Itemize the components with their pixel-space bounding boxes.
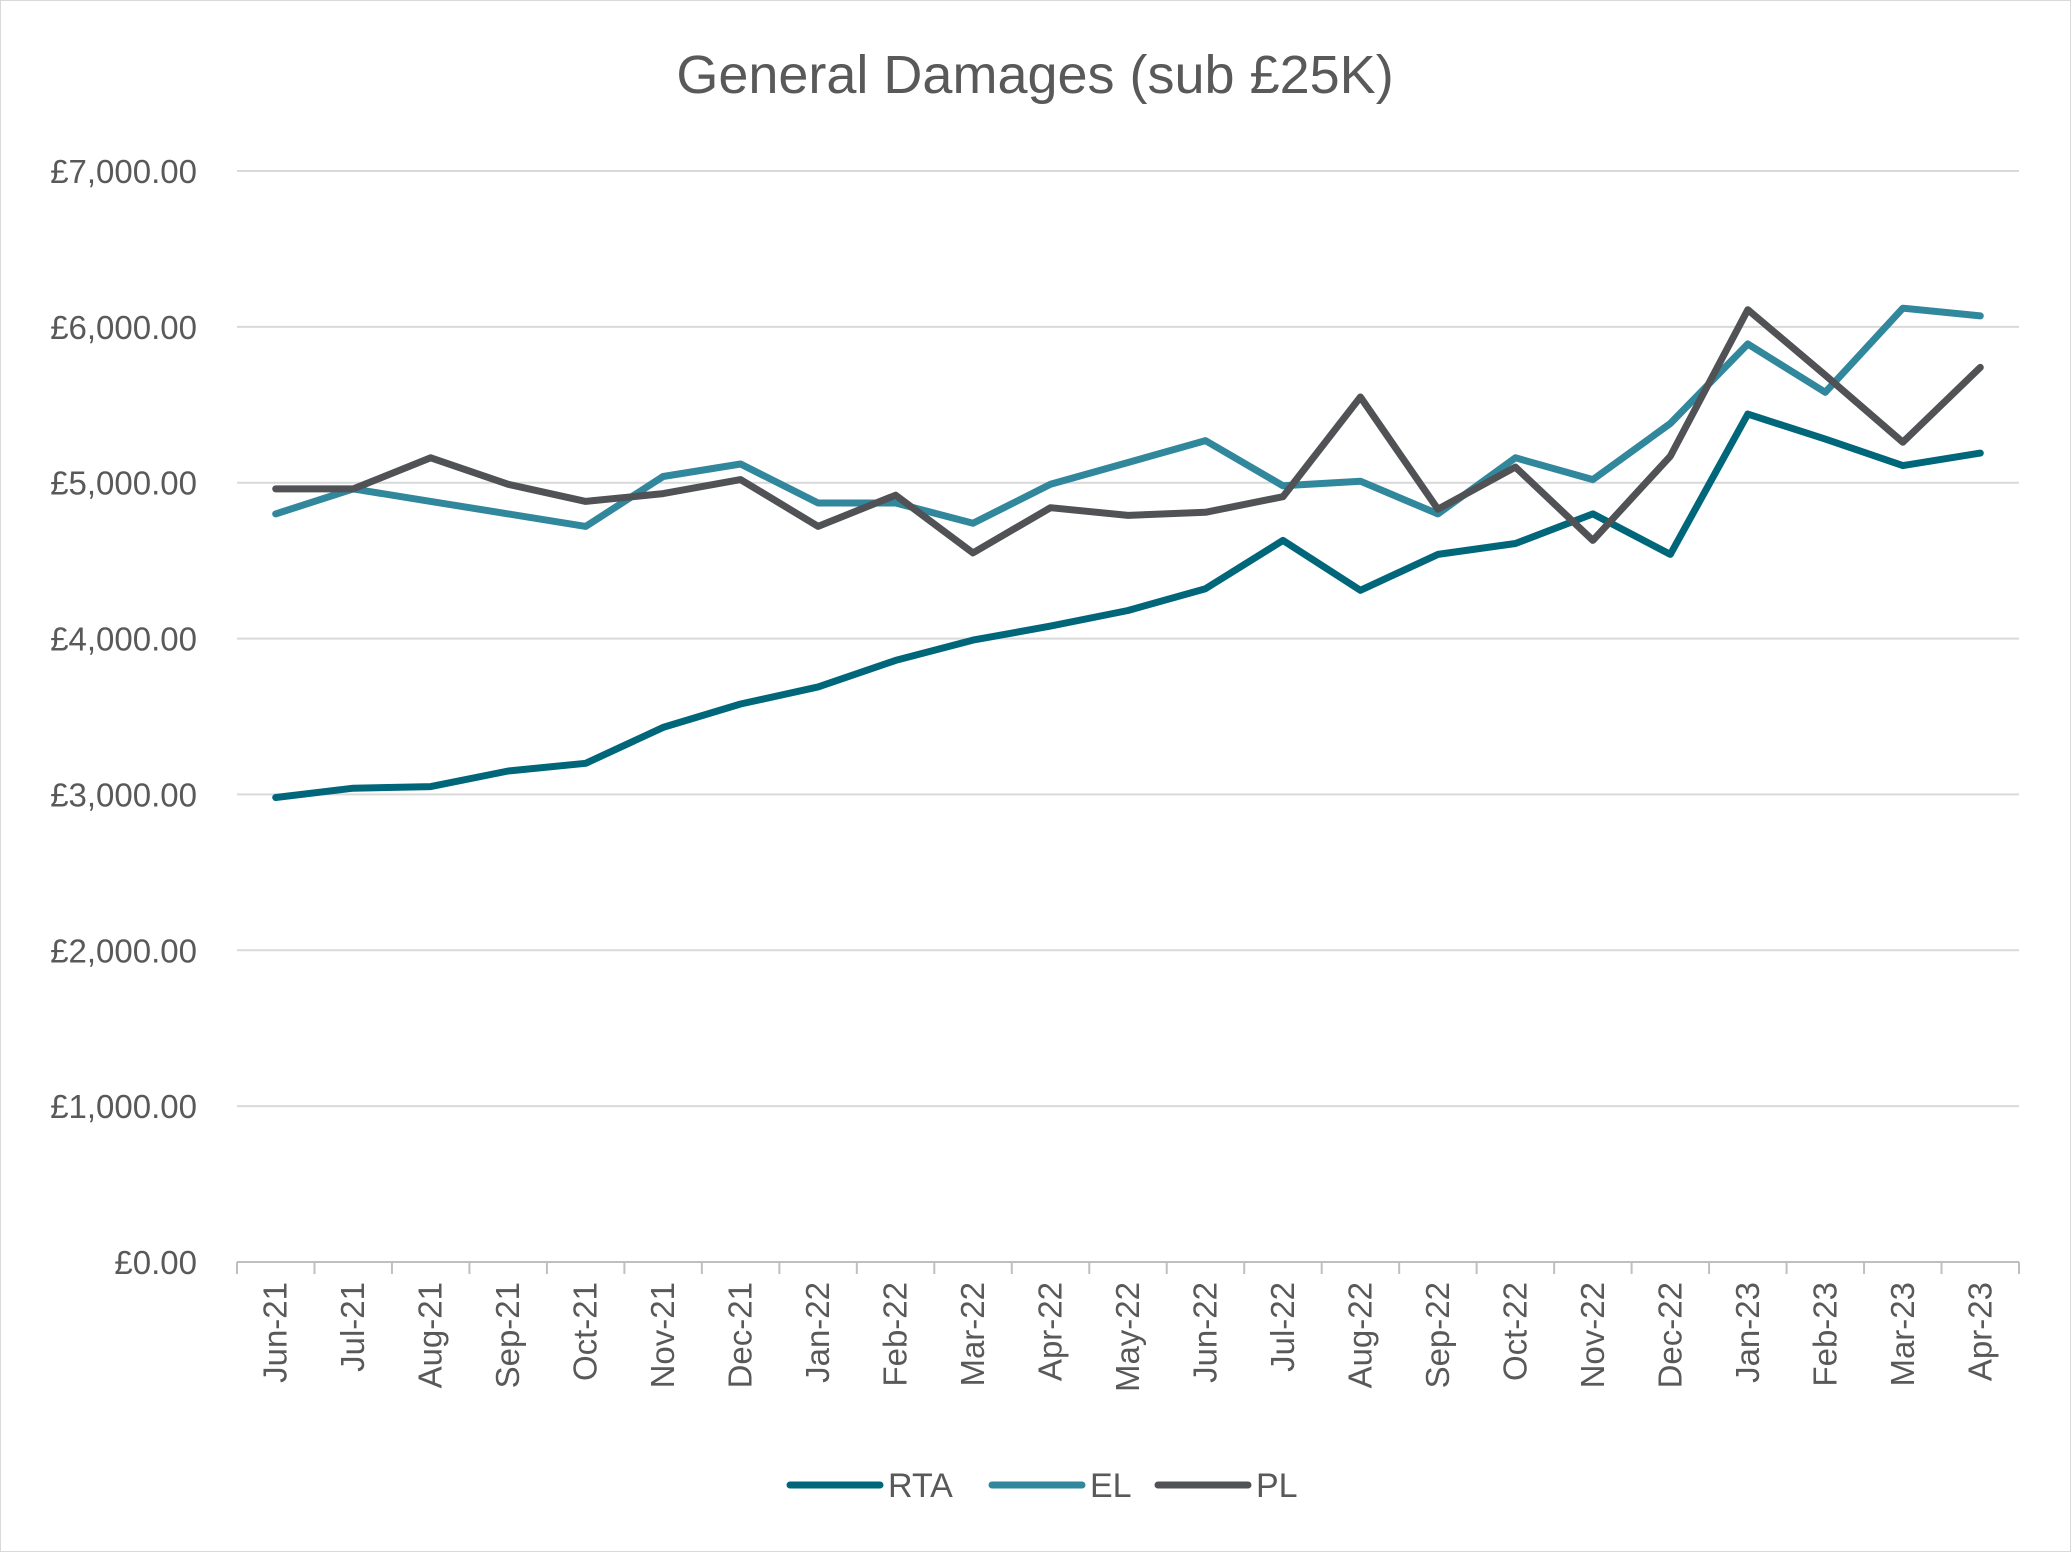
series-line-rta (272, 410, 1984, 801)
y-tick-label: £2,000.00 (50, 932, 197, 969)
x-tick-label: Feb-22 (877, 1282, 914, 1387)
x-tick-label: Sep-21 (489, 1282, 526, 1388)
x-tick-label: Aug-21 (412, 1282, 449, 1388)
legend: RTA EL PL (786, 1467, 1298, 1505)
gridlines (237, 170, 2019, 1108)
x-tick-label: Dec-22 (1651, 1282, 1688, 1388)
y-tick-label: £5,000.00 (50, 465, 197, 502)
x-tick-label: Jan-22 (799, 1282, 836, 1383)
x-tick-label: Mar-22 (954, 1282, 991, 1387)
y-tick-label: £6,000.00 (50, 309, 197, 346)
legend-label-rta: RTA (888, 1467, 953, 1505)
x-tick-label: Aug-22 (1341, 1282, 1378, 1388)
x-tick-label: Feb-23 (1806, 1282, 1843, 1387)
x-tick-label: Nov-21 (644, 1282, 681, 1388)
x-axis (236, 1261, 2020, 1274)
chart-title: General Damages (sub £25K) (676, 45, 1393, 105)
y-tick-label: £1,000.00 (50, 1088, 197, 1125)
x-tick-label: Mar-23 (1884, 1282, 1921, 1387)
x-tick-label: Nov-22 (1574, 1282, 1611, 1388)
x-tick-label: Jan-23 (1729, 1282, 1766, 1383)
x-tick-label: Sep-22 (1419, 1282, 1456, 1388)
y-axis-tick-labels: £0.00 £1,000.00 £2,000.00 £3,000.00 £4,000.0… (50, 153, 197, 1281)
y-tick-label: £3,000.00 (50, 776, 197, 813)
legend-label-pl: PL (1256, 1467, 1298, 1505)
series-line-el (272, 304, 1984, 530)
series-lines (272, 304, 1984, 801)
x-tick-label: May-22 (1109, 1282, 1146, 1392)
x-tick-label: Jul-21 (334, 1282, 371, 1372)
x-tick-label: Apr-22 (1032, 1282, 1069, 1381)
x-tick-label: Oct-21 (567, 1282, 604, 1381)
x-tick-label: Jun-21 (257, 1282, 294, 1383)
x-tick-label: Jul-22 (1264, 1282, 1301, 1372)
x-tick-label: Apr-23 (1961, 1282, 1998, 1381)
series-line-pl (272, 306, 1984, 557)
x-tick-label: Dec-21 (722, 1282, 759, 1388)
y-tick-label: £4,000.00 (50, 621, 197, 658)
legend-label-el: EL (1090, 1467, 1132, 1505)
x-axis-tick-labels: Jun-21 Jul-21 Aug-21 Sep-21 Oct-21 Nov-21 Dec-… (257, 1282, 1999, 1392)
x-tick-label: Oct-22 (1496, 1282, 1533, 1381)
x-tick-label: Jun-22 (1186, 1282, 1223, 1383)
y-tick-label: £7,000.00 (50, 153, 197, 190)
y-tick-label: £0.00 (114, 1244, 197, 1281)
